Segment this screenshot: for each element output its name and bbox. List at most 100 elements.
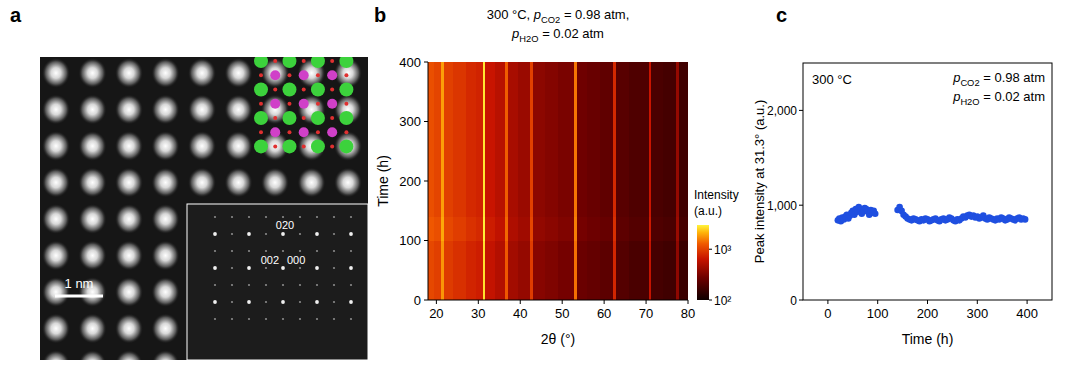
heatmap-cell	[483, 217, 486, 241]
fft-spot	[299, 250, 301, 252]
heatmap-cell	[587, 62, 600, 217]
y-tick-label: 0	[790, 294, 797, 308]
panel-label: b	[374, 4, 386, 26]
heatmap-cell	[558, 62, 575, 217]
fft-spot	[299, 267, 301, 269]
atom-column	[79, 168, 107, 198]
atom-column	[334, 131, 362, 161]
y-tick-label: 1,000	[767, 199, 797, 213]
heatmap-cell	[558, 241, 575, 301]
heatmap-cell	[485, 217, 495, 241]
x-tick-label: 100	[867, 306, 889, 321]
heatmap-cell	[649, 62, 652, 217]
model-atom	[254, 111, 268, 125]
heatmap-cell	[518, 217, 531, 241]
annotation: pCO2 = 0.98 atm	[952, 70, 1045, 88]
heatmap-cell	[505, 217, 508, 241]
x-tick-label: 20	[429, 306, 443, 321]
heatmap-cell	[495, 62, 505, 217]
y-tick	[424, 240, 428, 241]
heatmap-cell	[663, 62, 677, 217]
model-atom	[330, 144, 334, 148]
atom-column	[152, 58, 180, 88]
y-axis-label: Time (h)	[375, 155, 391, 207]
atom-column	[152, 168, 180, 198]
heatmap-cell	[485, 62, 495, 217]
subscript: CO2	[541, 15, 560, 25]
atom-column	[42, 204, 70, 234]
fft-spot	[281, 232, 285, 236]
text-part: = 0.02 atm	[980, 89, 1045, 104]
fft-spot	[247, 232, 251, 236]
fft-spot	[214, 284, 216, 286]
heatmap-cell	[444, 217, 454, 241]
heatmap-cell	[444, 241, 454, 301]
heatmap-cell	[530, 62, 533, 217]
model-atom	[327, 70, 337, 80]
model-atom	[311, 111, 325, 125]
model-atom	[316, 130, 320, 134]
y-tick-label: 2,000	[767, 104, 797, 118]
heatmap-cell	[441, 62, 444, 217]
annotation: 300 °C	[812, 72, 852, 87]
model-atom	[282, 57, 296, 68]
fft-spot	[231, 318, 233, 320]
scale-bar	[55, 295, 103, 298]
model-atom	[254, 82, 268, 96]
atom-column	[152, 241, 180, 271]
model-atom	[302, 144, 306, 148]
x-axis-label: 2θ (°)	[541, 331, 575, 347]
x-tick	[977, 300, 978, 304]
title-group: 300 °C, pCO2 = 0.98 atm,pH2O = 0.02 atm	[487, 7, 630, 44]
y-axis-label: Peak intensity at 31.3° (a.u.)	[752, 100, 767, 263]
x-tick-label: 400	[1016, 306, 1038, 321]
x-tick-label: 30	[471, 306, 485, 321]
model-atom	[254, 57, 268, 68]
heatmap-cell	[649, 217, 652, 241]
model-atom	[339, 57, 353, 68]
heatmap-cell	[434, 217, 442, 241]
fft-label: 000	[287, 254, 305, 266]
model-atom	[299, 127, 309, 137]
model-atom	[339, 139, 353, 153]
fft-spot	[350, 250, 352, 252]
atom-column	[79, 241, 107, 271]
heatmap-cell	[441, 241, 444, 301]
heatmap-cell	[574, 62, 577, 217]
text-part: 300 °C,	[487, 7, 534, 22]
heatmap-cell	[453, 241, 466, 301]
panel-label: a	[10, 4, 22, 26]
heatmap-cell	[616, 241, 630, 301]
model-atom	[273, 59, 277, 63]
fft-spot	[248, 284, 250, 286]
heatmap-cell	[577, 241, 588, 301]
heatmap-cell	[518, 62, 531, 217]
y-tick	[799, 110, 803, 111]
fft-spot	[315, 266, 319, 270]
x-tick-label: 200	[917, 306, 939, 321]
heatmap-cell	[466, 241, 477, 301]
model-atom	[273, 116, 277, 120]
x-tick	[604, 300, 605, 304]
atom-column	[225, 58, 253, 88]
fft-spot	[265, 318, 267, 320]
model-atom	[270, 99, 280, 109]
fft-spot	[299, 284, 301, 286]
fft-spot	[265, 284, 267, 286]
heatmap-cell	[434, 241, 442, 301]
model-atom	[302, 116, 306, 120]
atom-column	[79, 58, 107, 88]
atom-column	[79, 350, 107, 360]
x-tick	[478, 300, 479, 304]
heatmap-cell	[574, 241, 577, 301]
heatmap-cell	[485, 241, 495, 301]
subscript: H2O	[519, 34, 538, 44]
heatmap-cell	[629, 217, 649, 241]
fft-spot	[247, 266, 251, 270]
fft-spot	[299, 216, 301, 218]
atom-column	[42, 241, 70, 271]
atom-column	[79, 314, 107, 344]
fft-spot	[316, 318, 318, 320]
heatmap-cell	[545, 62, 558, 217]
x-tick	[646, 300, 647, 304]
